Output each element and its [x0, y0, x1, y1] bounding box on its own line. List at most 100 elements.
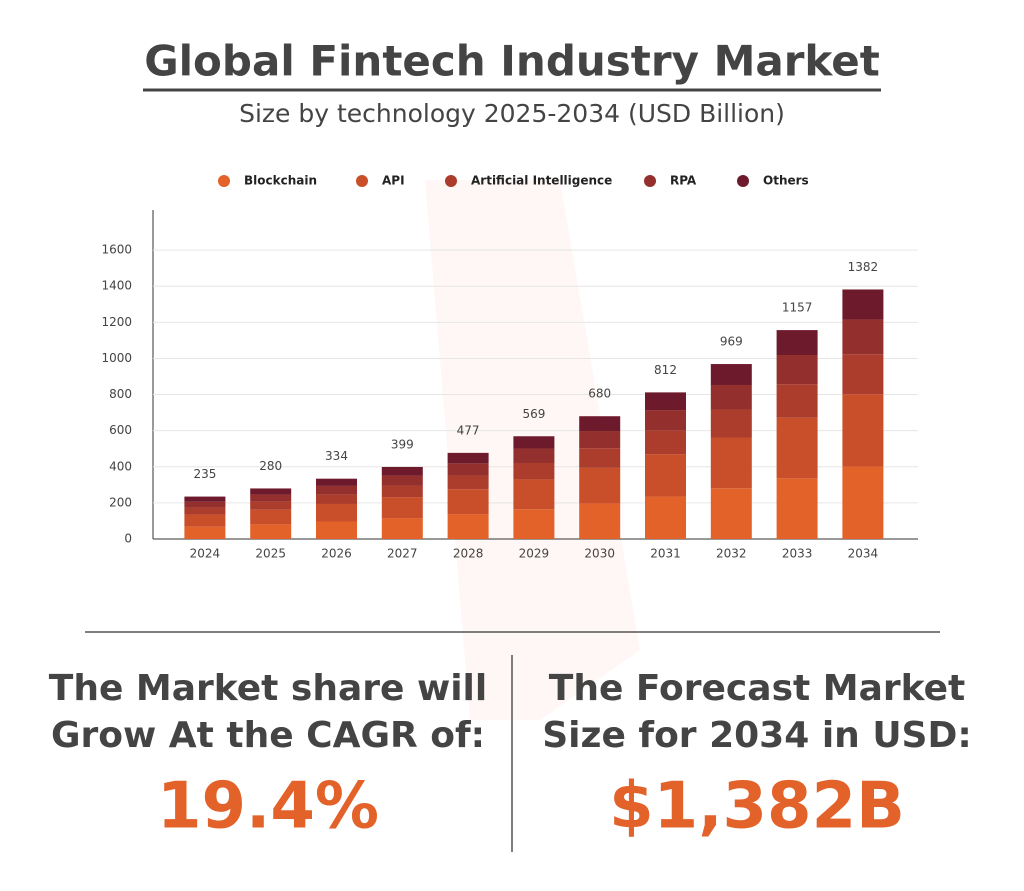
bar-segment — [645, 496, 686, 539]
legend-label: RPA — [670, 174, 697, 188]
total-label: 812 — [654, 363, 677, 377]
y-tick-label: 600 — [109, 423, 132, 437]
x-tick-label: 2028 — [453, 547, 484, 561]
stat-caption: The Market share will — [49, 668, 487, 709]
bar-segment — [184, 526, 226, 539]
bar-segment — [710, 409, 752, 438]
stat-caption: Grow At the CAGR of: — [51, 715, 485, 756]
total-label: 569 — [522, 407, 545, 421]
x-tick-label: 2032 — [716, 547, 747, 561]
bar-segment — [776, 330, 818, 356]
bar-segment — [776, 417, 818, 479]
bar-segment — [381, 485, 423, 498]
legend-marker — [737, 175, 749, 187]
bar-segment — [776, 478, 818, 539]
total-label: 1157 — [782, 301, 813, 315]
y-tick-label: 1400 — [101, 279, 132, 293]
stat-caption: The Forecast Market — [549, 668, 965, 709]
legend-label: API — [382, 174, 405, 188]
bar-segment — [842, 466, 884, 539]
total-label: 477 — [457, 423, 480, 437]
total-label: 1382 — [848, 260, 879, 274]
bar-segment — [250, 494, 292, 502]
bar-segment — [381, 475, 423, 486]
bar-segment — [447, 489, 489, 515]
x-tick-label: 2026 — [321, 547, 352, 561]
total-label: 680 — [588, 387, 611, 401]
legend-label: Blockchain — [244, 174, 317, 188]
bar-segment — [776, 384, 818, 418]
bar-segment — [842, 319, 884, 355]
bar-segment — [579, 448, 621, 468]
total-label: 969 — [720, 335, 743, 349]
bar-segment — [513, 462, 555, 480]
bar-segment — [184, 496, 226, 502]
legend-label: Others — [763, 174, 809, 188]
bar-segment — [645, 430, 686, 455]
bar-segment — [710, 437, 752, 489]
x-tick-label: 2029 — [519, 547, 550, 561]
x-tick-label: 2030 — [584, 547, 615, 561]
bar-segment — [250, 509, 292, 525]
bar-segment — [710, 364, 752, 385]
legend-marker — [445, 175, 457, 187]
bar-segment — [447, 452, 489, 464]
x-tick-label: 2027 — [387, 547, 418, 561]
bar-segment — [447, 475, 489, 490]
y-tick-label: 0 — [124, 532, 132, 546]
bar-segment — [316, 521, 357, 539]
bar-segment — [184, 514, 226, 527]
total-label: 334 — [325, 449, 348, 463]
bar-segment — [579, 503, 621, 539]
y-tick-label: 400 — [109, 459, 132, 473]
legend-marker — [644, 175, 656, 187]
x-tick-label: 2033 — [782, 547, 813, 561]
bar-segment — [710, 488, 752, 539]
total-label: 399 — [391, 437, 414, 451]
x-tick-label: 2034 — [848, 547, 879, 561]
bar-segment — [316, 478, 357, 486]
bar-segment — [316, 494, 357, 504]
legend-label: Artificial Intelligence — [471, 174, 612, 188]
y-tick-label: 200 — [109, 495, 132, 509]
y-tick-label: 1200 — [101, 315, 132, 329]
bar-segment — [579, 467, 621, 504]
bar-segment — [645, 392, 686, 411]
total-label: 235 — [193, 467, 216, 481]
bar-segment — [776, 355, 818, 385]
chart-title: Global Fintech Industry Market — [144, 37, 880, 86]
bar-segment — [513, 479, 555, 510]
bar-segment — [513, 436, 555, 449]
bar-segment — [381, 518, 423, 539]
total-label: 280 — [259, 459, 282, 473]
bar-segment — [447, 514, 489, 539]
bar-segment — [316, 485, 357, 495]
bar-segment — [842, 394, 884, 467]
bar-segment — [645, 410, 686, 431]
y-tick-label: 800 — [109, 387, 132, 401]
x-tick-label: 2031 — [650, 547, 681, 561]
bar-segment — [513, 448, 555, 463]
bar-segment — [579, 431, 621, 449]
bar-segment — [250, 524, 292, 539]
stat-caption: Size for 2034 in USD: — [542, 715, 972, 756]
x-tick-label: 2024 — [190, 547, 221, 561]
bar-segment — [513, 509, 555, 539]
bar-segment — [645, 454, 686, 497]
bar-segment — [842, 354, 884, 395]
chart-subtitle: Size by technology 2025-2034 (USD Billio… — [239, 99, 785, 128]
bar-segment — [184, 507, 226, 515]
bar-segment — [250, 501, 292, 510]
bar-segment — [184, 501, 226, 508]
bar-segment — [579, 416, 621, 432]
stat-value: 19.4% — [157, 770, 379, 844]
bar-segment — [710, 384, 752, 410]
x-tick-label: 2025 — [255, 547, 286, 561]
bar-segment — [381, 497, 423, 519]
bar-segment — [250, 488, 292, 495]
y-tick-label: 1000 — [101, 351, 132, 365]
bar-segment — [842, 289, 884, 320]
legend-marker — [356, 175, 368, 187]
stat-value: $1,382B — [609, 770, 905, 844]
